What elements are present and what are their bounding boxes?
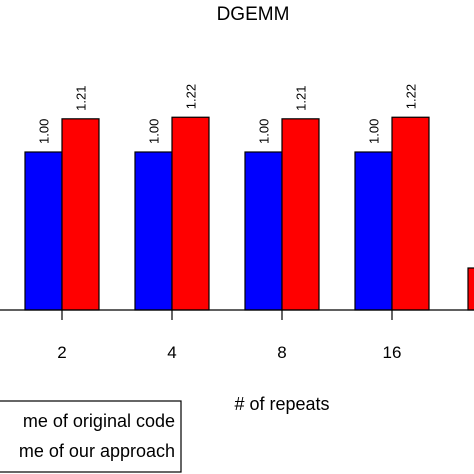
bar-value-label: 1.22	[404, 84, 419, 109]
x-axis-label: # of repeats	[234, 394, 329, 414]
x-ticks-group: 2 4 8 16	[57, 310, 402, 362]
bar-value-label: 1.21	[74, 86, 89, 111]
legend: me of original code me of our approach	[0, 400, 182, 473]
bar-approach-16	[391, 116, 430, 311]
bar-approach-8	[281, 118, 320, 311]
bar-value-label: 1.21	[294, 86, 309, 111]
x-tick-label: 16	[383, 343, 402, 362]
bar-original-2	[24, 151, 63, 311]
bar-value-label: 1.00	[257, 119, 272, 144]
bar-value-label: 1.00	[37, 119, 52, 144]
bar-value-label: 1.22	[184, 84, 199, 109]
legend-label-approach: me of our approach	[19, 441, 175, 461]
bar-original-4	[134, 151, 173, 311]
x-tick-label: 8	[277, 343, 286, 362]
legend-label-original: me of original code	[23, 411, 175, 431]
bar-value-label: 1.00	[147, 119, 162, 144]
bars-group	[24, 116, 474, 311]
bar-value-label: 1.00	[367, 119, 382, 144]
legend-box	[0, 400, 182, 473]
bar-original-16	[354, 151, 393, 311]
bar-labels-group: 1.00 1.21 1.00 1.22 1.00 1.21 1.00 1.22	[37, 84, 419, 144]
chart-title: DGEMM	[217, 4, 290, 25]
bar-original-8	[244, 151, 283, 311]
x-tick-label: 4	[167, 343, 176, 362]
x-tick-label: 2	[57, 343, 66, 362]
bar-approach-2	[61, 118, 100, 311]
bar-approach-partial	[467, 267, 474, 311]
bar-approach-4	[171, 116, 210, 311]
